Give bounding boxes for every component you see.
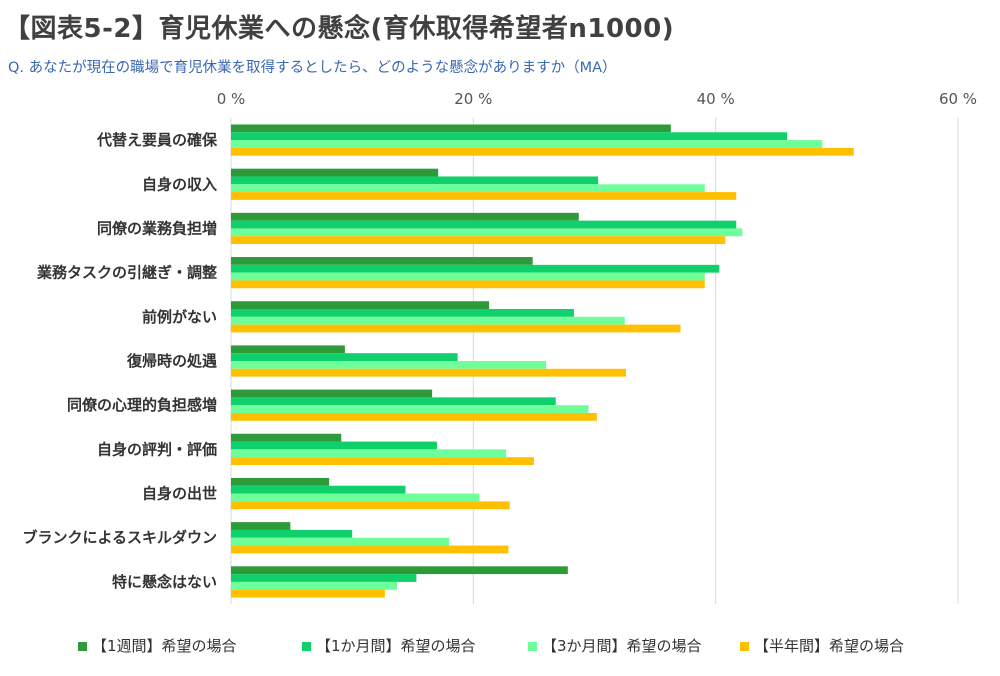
x-tick-label: 40 % <box>697 90 735 108</box>
x-tick-label: 60 % <box>939 90 977 108</box>
bar <box>231 566 568 575</box>
bar <box>231 272 705 281</box>
legend-label: 【1か月間】希望の場合 <box>316 637 476 655</box>
bar <box>231 545 509 554</box>
bar <box>231 236 726 245</box>
bar <box>231 176 599 185</box>
bar <box>231 264 720 273</box>
bar <box>231 485 406 494</box>
legend-swatch <box>78 642 87 651</box>
bar <box>231 124 671 133</box>
category-labels: 代替え要員の確保自身の収入同僚の業務負担増業務タスクの引継ぎ・調整前例がない復帰… <box>22 131 218 591</box>
category-label: 同僚の心理的負担感増 <box>67 396 217 414</box>
bar <box>231 147 854 156</box>
bar <box>231 581 397 590</box>
bar <box>231 449 507 458</box>
x-tick-label: 0 % <box>217 90 246 108</box>
bar <box>231 537 450 546</box>
bar <box>231 316 625 325</box>
category-label: 自身の評判・評価 <box>97 440 217 458</box>
category-label: ブランクによるスキルダウン <box>22 529 217 547</box>
bar <box>231 574 417 582</box>
bar <box>231 389 433 398</box>
x-axis-ticks: 0 % 20 % 40 % 60 % <box>217 90 977 108</box>
bar <box>231 257 533 265</box>
category-label: 自身の出世 <box>142 485 217 503</box>
legend-label: 【3か月間】希望の場合 <box>542 637 702 655</box>
legend-label: 【半年間】希望の場合 <box>754 637 904 655</box>
legend-swatch <box>740 642 749 651</box>
bar <box>231 192 737 200</box>
bar <box>231 345 345 354</box>
bar <box>231 493 480 502</box>
bar <box>231 220 737 229</box>
bars <box>231 124 854 598</box>
bar <box>231 309 574 317</box>
chart-title: 【図表5-2】育児休業への懸念(育休取得希望者n1000) <box>4 14 675 44</box>
bar <box>231 501 510 510</box>
category-label: 復帰時の処遇 <box>126 352 217 370</box>
category-label: 代替え要員の確保 <box>96 131 218 149</box>
bar <box>231 397 556 406</box>
bar <box>231 280 705 289</box>
bar <box>231 368 627 377</box>
category-label: 特に懸念はない <box>112 573 217 591</box>
bar <box>231 324 681 333</box>
bar <box>231 140 823 148</box>
bar <box>231 477 330 486</box>
bar <box>231 412 597 421</box>
bar <box>231 228 743 237</box>
category-label: 同僚の業務負担増 <box>97 219 217 237</box>
bar <box>231 353 458 361</box>
category-label: 業務タスクの引継ぎ・調整 <box>36 264 217 282</box>
bar <box>231 433 342 442</box>
legend-swatch <box>528 642 537 651</box>
category-label: 前例がない <box>142 308 217 326</box>
bar <box>231 457 534 465</box>
category-label: 自身の収入 <box>142 175 217 193</box>
bar <box>231 589 385 598</box>
bar <box>231 405 589 413</box>
bar <box>231 301 490 310</box>
legend: 【1週間】希望の場合 【1か月間】希望の場合 【3か月間】希望の場合 【半年間】希望の… <box>78 637 904 655</box>
bar <box>231 522 291 530</box>
bar <box>231 212 579 221</box>
bar <box>231 529 353 538</box>
bar <box>231 361 547 369</box>
x-tick-label: 20 % <box>454 90 492 108</box>
survey-question: Q. あなたが現在の職場で育児休業を取得するとしたら、どのような懸念がありますか… <box>8 60 617 76</box>
bar <box>231 132 788 141</box>
bar <box>231 441 437 450</box>
legend-swatch <box>302 642 311 651</box>
bar <box>231 168 439 177</box>
bar <box>231 184 705 193</box>
legend-label: 【1週間】希望の場合 <box>92 637 237 655</box>
